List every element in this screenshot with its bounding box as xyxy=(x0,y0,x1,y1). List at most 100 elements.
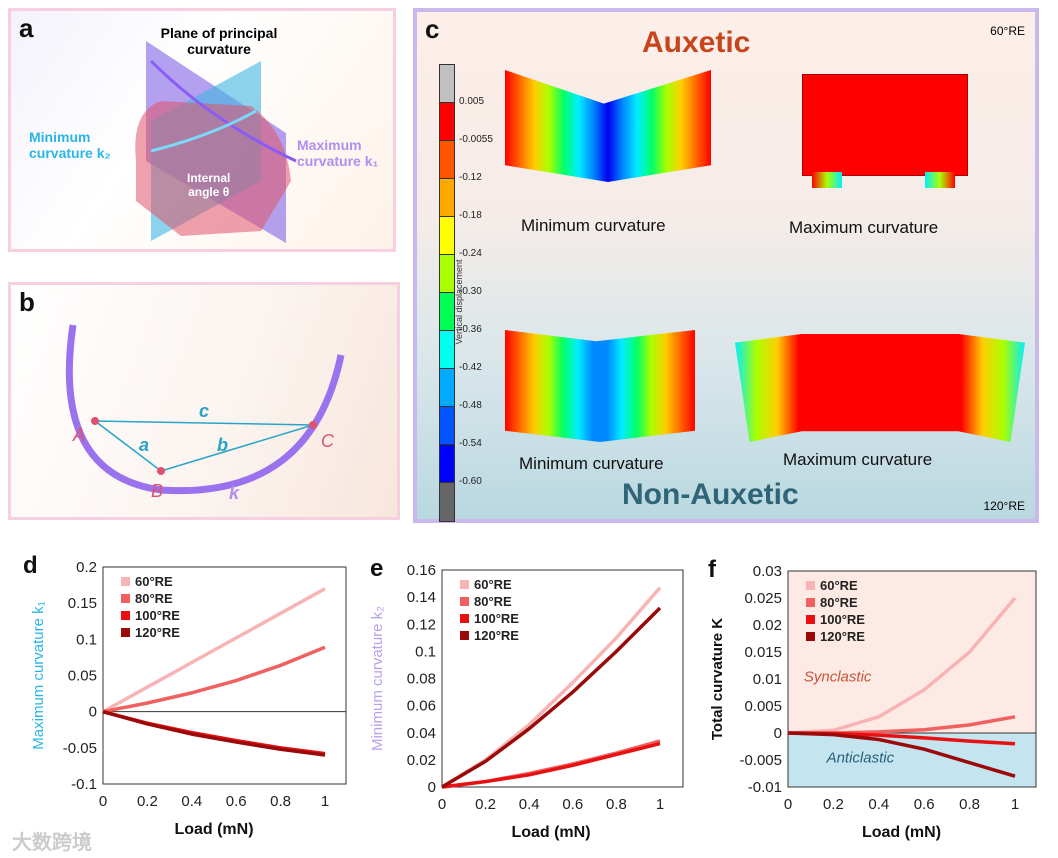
segment-b xyxy=(160,424,314,472)
plane-label-1: Plane of principal xyxy=(160,25,278,41)
y-tick-label: 0.015 xyxy=(744,644,782,661)
label-B: B xyxy=(151,481,163,501)
label-b: b xyxy=(217,435,228,455)
colorbar-tick: -0.30 xyxy=(459,286,482,297)
x-tick-label: 0.6 xyxy=(914,796,935,813)
y-tick-label: 0.1 xyxy=(76,631,97,648)
max-label-2: curvature k₁ xyxy=(297,153,379,169)
legend-label: 60°RE xyxy=(135,574,173,589)
x-tick-label: 0 xyxy=(784,796,792,813)
angle-label-2: angle θ xyxy=(188,185,230,199)
legend-label: 120°RE xyxy=(474,628,519,643)
series-line-120 xyxy=(102,709,326,757)
colorbar-tick: -0.54 xyxy=(459,438,482,449)
region-label: Anticlastic xyxy=(826,750,895,767)
caption-nonaux-max: Maximum curvature xyxy=(783,450,933,469)
y-tick-label: 0.08 xyxy=(407,671,436,688)
y-tick-label: 0.15 xyxy=(68,595,97,612)
legend-label: 60°RE xyxy=(474,577,512,592)
min-label-2: curvature k₂ xyxy=(29,145,111,161)
region-synclastic xyxy=(788,571,1036,733)
x-tick-label: 0.2 xyxy=(475,796,496,813)
surface xyxy=(135,101,291,236)
x-tick-label: 0.2 xyxy=(137,793,158,810)
label-C: C xyxy=(321,431,335,451)
point-a xyxy=(91,417,99,425)
segment-c xyxy=(94,420,314,426)
legend-label: 100°RE xyxy=(820,612,865,627)
panel-label-b: b xyxy=(19,287,35,317)
y-tick-label: 0.1 xyxy=(415,643,436,660)
panel-label-d: d xyxy=(23,552,38,579)
colorbar-tick: -0.48 xyxy=(459,400,482,411)
panel-b: b A B C a b c k xyxy=(8,282,400,520)
angle-label-1: Internal xyxy=(187,171,231,185)
contour-nonauxetic-max xyxy=(735,334,1025,442)
x-tick-label: 0.8 xyxy=(959,796,980,813)
y-tick-label: 0.025 xyxy=(744,590,782,607)
x-tick-label: 1 xyxy=(656,796,664,813)
plot-frame xyxy=(441,569,684,788)
y-tick-label: 0.03 xyxy=(753,563,782,580)
y-tick-label: 0.06 xyxy=(407,698,436,715)
contour-auxetic-max xyxy=(802,74,968,176)
series-line-80 xyxy=(441,739,661,789)
x-tick-label: 0.8 xyxy=(606,796,627,813)
legend-label: 80°RE xyxy=(820,595,858,610)
legend-swatch xyxy=(460,597,469,606)
series-line-120 xyxy=(441,606,662,789)
colorbar-tick: -0.42 xyxy=(459,362,482,373)
legend-label: 120°RE xyxy=(820,629,865,644)
bottom-angle: 120°RE xyxy=(983,499,1026,513)
legend-swatch xyxy=(460,580,469,589)
legend-swatch xyxy=(806,615,815,624)
colorbar-tick: -0.18 xyxy=(459,210,482,221)
y-tick-label: 0.14 xyxy=(407,589,436,606)
y-tick-label: 0 xyxy=(428,779,436,796)
y-tick-label: -0.05 xyxy=(63,740,97,757)
label-a: a xyxy=(139,435,149,455)
y-tick-label: 0.02 xyxy=(753,617,782,634)
principal-curvature-illustration xyxy=(135,41,297,243)
contour-auxetic-max-leg-left xyxy=(812,172,842,188)
colorbar-segment xyxy=(439,482,455,522)
colorbar-tick: -0.36 xyxy=(459,324,482,335)
plot-frame xyxy=(787,570,1037,788)
colorbar-tick: -0.12 xyxy=(459,172,482,183)
watermark: 大数跨境 xyxy=(12,832,92,854)
x-axis-label: Load (mN) xyxy=(862,824,941,841)
min-curve xyxy=(150,109,257,153)
panel-c: c Auxetic Non-Auxetic 60°RE 120°RE 0.005… xyxy=(413,8,1039,523)
y-tick-label: 0 xyxy=(89,704,97,721)
legend-label: 120°RE xyxy=(135,625,180,640)
caption-aux-min: Minimum curvature xyxy=(521,216,666,235)
series-line-100 xyxy=(441,741,661,789)
legend-label: 100°RE xyxy=(474,611,519,626)
x-axis-label: Load (mN) xyxy=(511,824,590,841)
max-label-1: Maximum xyxy=(297,137,362,153)
top-angle: 60°RE xyxy=(990,24,1025,38)
region-label: Synclastic xyxy=(804,669,872,686)
x-tick-label: 0.4 xyxy=(868,796,889,813)
panel-label-c: c xyxy=(425,14,440,44)
point-c xyxy=(309,421,317,429)
y-axis-label: Total curvature K xyxy=(709,618,726,740)
series-line-60 xyxy=(102,587,326,714)
y-tick-label: 0.12 xyxy=(407,616,436,633)
y-tick-label: -0.005 xyxy=(739,752,782,769)
min-label-1: Minimum xyxy=(29,129,91,145)
point-b xyxy=(157,467,165,475)
colorbar-tick: -0.24 xyxy=(459,248,482,259)
x-tick-label: 0 xyxy=(438,796,446,813)
colorbar-tick: 0.005 xyxy=(459,96,485,107)
y-tick-label: 0.01 xyxy=(753,671,782,688)
segment-a xyxy=(94,420,162,472)
arc-diagram: A B C a b c k xyxy=(65,324,345,503)
x-tick-label: 0.6 xyxy=(226,793,247,810)
label-A: A xyxy=(72,425,85,445)
colorbar-tick: -0.60 xyxy=(459,476,482,487)
series-line-60 xyxy=(787,596,1017,735)
y-tick-label: 0.04 xyxy=(407,725,436,742)
panel-a: a Plane of principal curvature Minimum c… xyxy=(8,8,396,252)
x-tick-label: 0 xyxy=(99,793,107,810)
